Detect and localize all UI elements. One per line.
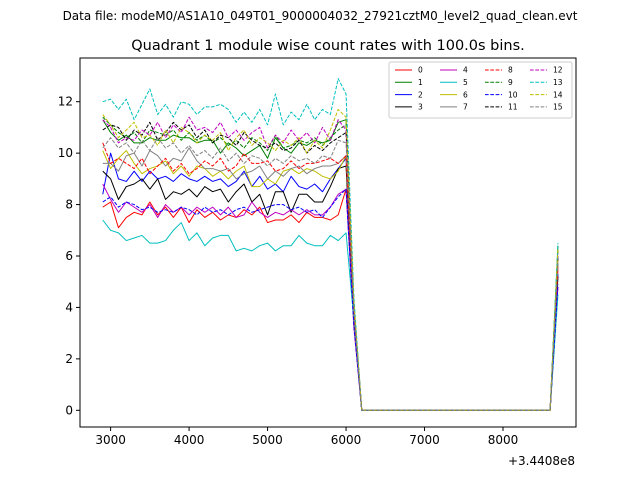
legend-label-4: 4 (463, 66, 468, 75)
y-tick-label: 4 (65, 300, 73, 314)
series-line-2 (102, 152, 559, 411)
legend-label-8: 8 (508, 66, 513, 75)
series-line-14 (102, 108, 559, 411)
legend-label-2: 2 (418, 90, 423, 99)
chart-title: Quadrant 1 module wise count rates with … (131, 38, 525, 54)
axes-frame (79, 57, 577, 428)
legend-label-9: 9 (508, 78, 513, 87)
x-tick-label: 7000 (409, 433, 440, 447)
series-line-13 (102, 78, 559, 411)
legend-label-14: 14 (553, 90, 563, 99)
legend-label-1: 1 (418, 78, 423, 87)
y-tick-label: 2 (65, 352, 73, 366)
legend-label-5: 5 (463, 78, 468, 87)
x-tick-label: 4000 (174, 433, 205, 447)
legend-label-3: 3 (418, 103, 423, 112)
y-tick-label: 8 (65, 198, 73, 212)
y-tick-label: 12 (58, 95, 73, 109)
x-tick-label: 6000 (331, 433, 362, 447)
legend-label-13: 13 (553, 78, 563, 87)
x-tick-label: 5000 (252, 433, 283, 447)
series-line-1 (102, 119, 559, 411)
legend-label-10: 10 (508, 90, 518, 99)
series-line-15 (102, 137, 559, 411)
x-tick-label: 8000 (488, 433, 519, 447)
series-line-0 (102, 188, 559, 411)
x-tick-label: 3000 (95, 433, 126, 447)
series-line-8 (102, 142, 559, 411)
y-axis: 0 2 4 6 8 10 12 (58, 95, 80, 417)
plot-area (102, 78, 559, 411)
x-axis: 3000 4000 5000 6000 7000 8000 (95, 427, 518, 447)
series-line-6 (102, 150, 559, 411)
series-line-9 (102, 116, 559, 411)
y-tick-label: 10 (58, 146, 73, 160)
legend-label-15: 15 (553, 103, 563, 112)
chart-suptitle: Data file: modeM0/AS1A10_049T01_90000040… (63, 9, 578, 23)
legend-frame (388, 61, 573, 119)
series-line-10 (102, 188, 559, 411)
series-line-4 (102, 183, 559, 411)
legend-label-11: 11 (508, 103, 518, 112)
legend-label-12: 12 (553, 66, 563, 75)
series-line-5 (102, 219, 559, 411)
x-offset-label: +3.4408e8 (508, 454, 575, 468)
y-tick-label: 0 (65, 403, 73, 417)
legend-label-7: 7 (463, 103, 468, 112)
series-line-3 (102, 165, 559, 411)
legend-label-0: 0 (418, 66, 423, 75)
legend-label-6: 6 (463, 90, 468, 99)
series-line-11 (102, 121, 559, 411)
y-tick-label: 6 (65, 249, 73, 263)
